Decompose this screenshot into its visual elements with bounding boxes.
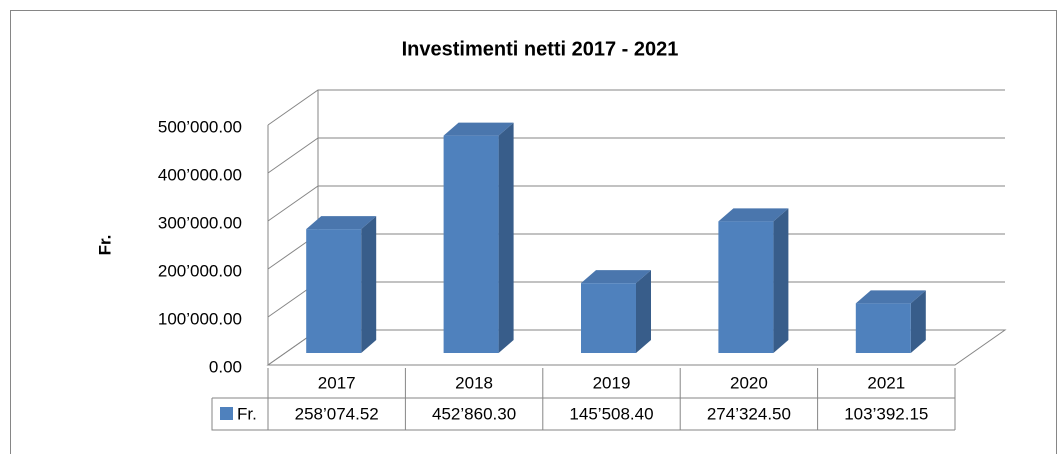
bar	[718, 221, 774, 353]
bar-side	[773, 208, 789, 353]
bar-top	[581, 270, 651, 284]
x-tick-label: 2018	[455, 373, 493, 392]
data-table-value: 274’324.50	[707, 404, 791, 423]
bar	[306, 229, 362, 353]
x-tick-label: 2019	[593, 373, 631, 392]
grid-line	[267, 89, 1005, 126]
y-tick-label: 100’000.00	[158, 309, 242, 328]
x-tick-label: 2017	[318, 373, 356, 392]
bar-side	[910, 290, 926, 353]
chart-title: Investimenti netti 2017 - 2021	[402, 38, 679, 60]
bar-side	[498, 122, 514, 354]
legend-label: Fr.	[237, 404, 257, 423]
y-tick-label: 400’000.00	[158, 165, 242, 184]
bar-top	[306, 216, 377, 230]
data-table-value: 145’508.40	[569, 404, 653, 423]
data-table-value: 452’860.30	[432, 404, 516, 423]
data-table-grid	[211, 368, 956, 431]
legend-swatch	[220, 407, 233, 420]
y-tick-label: 200’000.00	[158, 261, 242, 280]
bar	[855, 303, 911, 353]
x-tick-label: 2021	[867, 373, 905, 392]
y-tick-label: 300’000.00	[158, 213, 242, 232]
bar-side	[361, 216, 377, 353]
grid-line	[267, 137, 1005, 174]
y-axis-title: Fr.	[95, 235, 114, 256]
bar-top	[855, 290, 926, 304]
x-tick-label: 2020	[730, 373, 768, 392]
bar-top	[718, 208, 789, 222]
y-tick-label: 0.00	[209, 357, 242, 376]
data-table-value: 258’074.52	[295, 404, 379, 423]
grid-line	[267, 185, 1005, 222]
bar	[443, 135, 499, 353]
data-table-value: 103’392.15	[844, 404, 928, 423]
bar-top	[443, 122, 514, 136]
bar-side	[636, 270, 651, 353]
y-tick-label: 500’000.00	[158, 117, 242, 136]
bar	[581, 283, 636, 353]
chart-border	[10, 10, 1057, 459]
